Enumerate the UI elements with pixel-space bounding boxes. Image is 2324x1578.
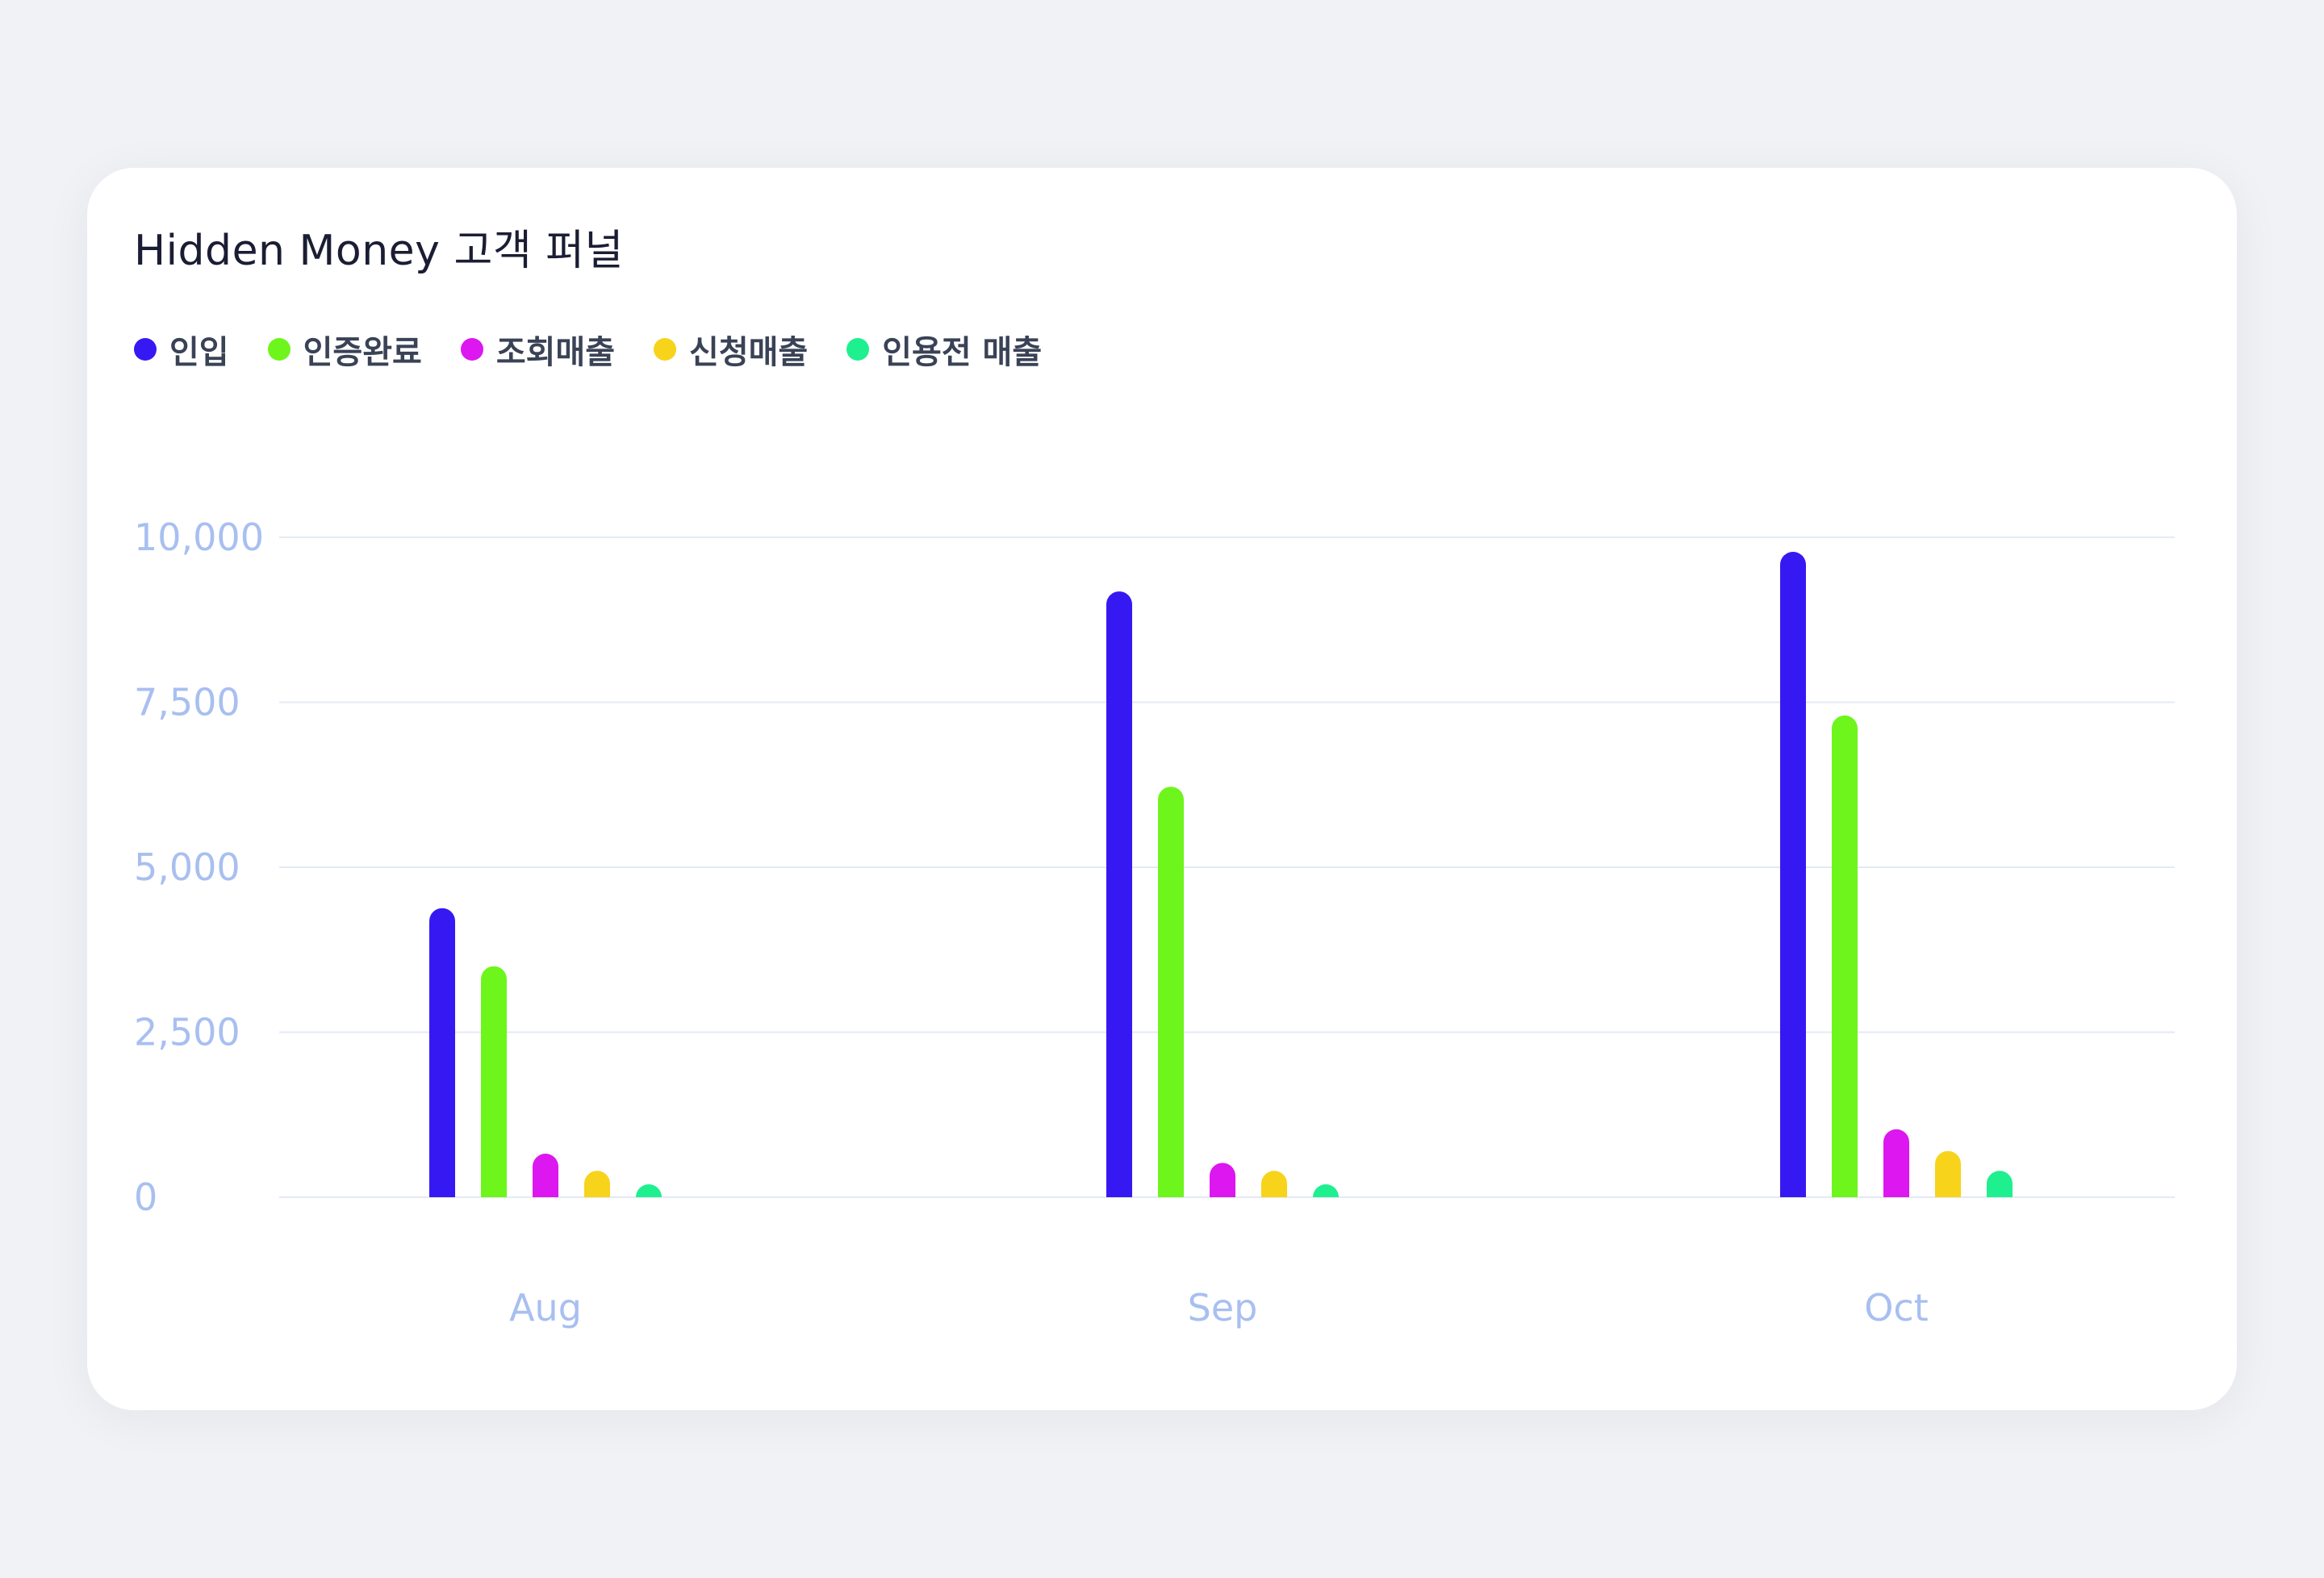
legend-dot-inquiry-sales — [460, 338, 483, 361]
legend-dot-verified — [267, 338, 290, 361]
legend-item-inquiry-sales: 조회매출 — [460, 326, 616, 373]
bar-oct-2 — [1883, 1129, 1909, 1197]
y-tick-label: 0 — [134, 1175, 157, 1219]
bar-aug-3 — [584, 1171, 610, 1197]
legend-item-application-sales: 신청매출 — [654, 326, 808, 373]
legend-label-pre-approval-sales: 인용전 매출 — [882, 334, 1043, 371]
bar-oct-4 — [1987, 1171, 2013, 1197]
bar-aug-1 — [481, 966, 507, 1197]
bar-sep-4 — [1313, 1184, 1339, 1197]
bar-aug-2 — [533, 1154, 558, 1197]
legend-item-inflow: 인입 — [134, 326, 229, 373]
bar-sep-2 — [1210, 1163, 1235, 1197]
legend-item-pre-approval-sales: 인용전 매출 — [846, 326, 1042, 373]
y-tick-label: 10,000 — [134, 516, 264, 559]
chart-card: Hidden Money 고객 퍼널 인입 인증완료 조회매출 신청매출 인용전… — [87, 168, 2237, 1410]
bar-aug-4 — [636, 1184, 662, 1197]
legend-dot-inflow — [134, 338, 157, 361]
bar-oct-3 — [1935, 1150, 1961, 1197]
x-category-label: Aug — [509, 1286, 582, 1330]
legend-dot-pre-approval-sales — [846, 338, 870, 361]
bar-aug-0 — [429, 908, 455, 1197]
chart-title: Hidden Money 고객 퍼널 — [134, 227, 624, 275]
y-tick-label: 2,500 — [134, 1011, 240, 1054]
bar-sep-1 — [1158, 787, 1184, 1197]
y-tick-label: 5,000 — [134, 845, 240, 889]
legend-item-verified: 인증완료 — [267, 326, 422, 373]
bar-sep-3 — [1261, 1171, 1287, 1197]
bar-chart: 0 2,500 5,000 7,500 10,000 Aug Sep Oct — [134, 516, 2175, 1330]
legend-dot-application-sales — [654, 338, 677, 361]
bar-sep-0 — [1106, 591, 1132, 1197]
legend-label-inquiry-sales: 조회매출 — [495, 334, 616, 371]
x-category-label: Sep — [1188, 1286, 1258, 1330]
legend-label-verified: 인증완료 — [303, 334, 422, 371]
y-tick-label: 7,500 — [134, 681, 240, 724]
bar-oct-1 — [1832, 715, 1858, 1197]
bar-oct-0 — [1780, 551, 1806, 1197]
legend-label-inflow: 인입 — [169, 334, 229, 371]
chart-legend: 인입 인증완료 조회매출 신청매출 인용전 매출 — [134, 326, 1042, 373]
x-category-label: Oct — [1864, 1286, 1929, 1330]
legend-label-application-sales: 신청매출 — [689, 334, 809, 371]
